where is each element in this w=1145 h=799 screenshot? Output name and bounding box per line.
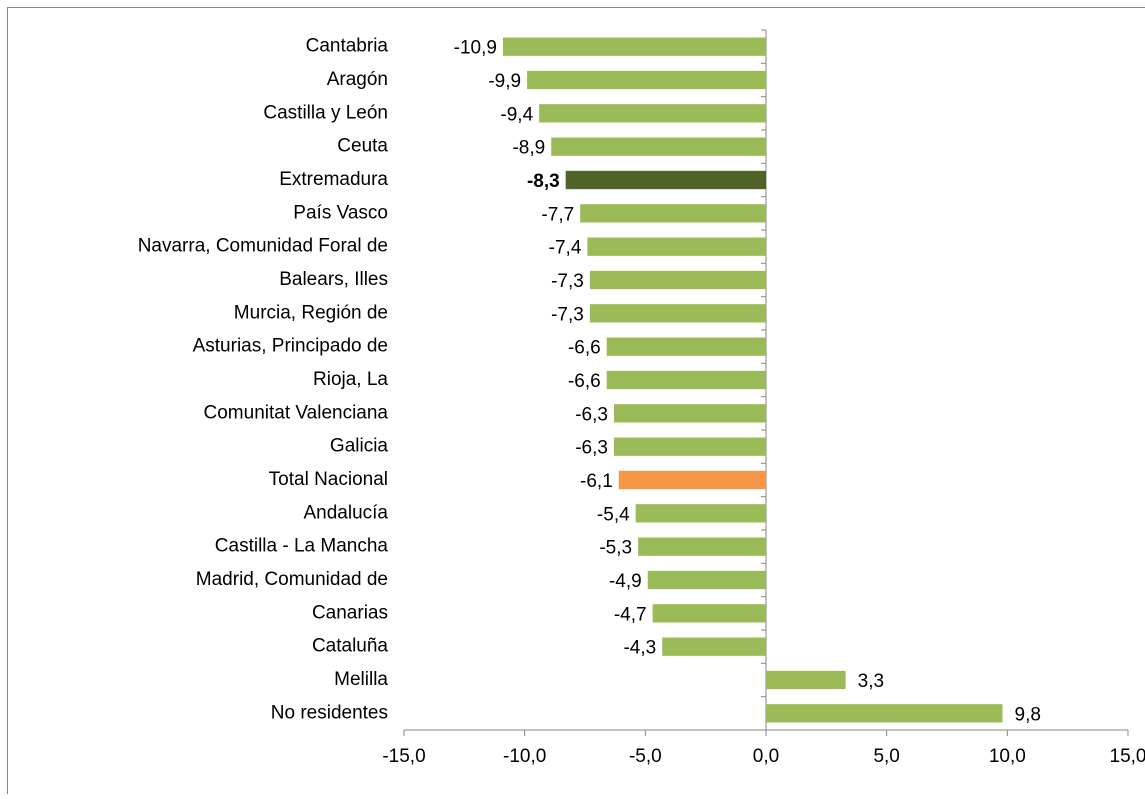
x-tick-label: 10,0 [989, 746, 1026, 767]
y-tick-label: Andalucía [303, 502, 388, 523]
bar [614, 404, 766, 422]
value-label: -6,6 [568, 338, 601, 359]
y-tick-label: Melilla [334, 669, 388, 690]
value-label: -8,3 [527, 171, 560, 192]
bar [662, 638, 766, 656]
value-label: 9,8 [1015, 704, 1041, 725]
bar [539, 104, 766, 122]
x-tick-label: -10,0 [503, 746, 546, 767]
value-label: -9,9 [488, 71, 521, 92]
value-label: 3,3 [858, 671, 884, 692]
y-tick-label: Cataluña [312, 636, 388, 657]
value-label: -6,1 [580, 471, 613, 492]
y-tick-label: Canarias [312, 602, 388, 623]
y-tick-label: Extremadura [279, 169, 388, 190]
x-tick-label: 5,0 [873, 746, 899, 767]
y-tick-label: Total Nacional [269, 469, 388, 490]
y-tick-label: Comunitat Valenciana [204, 402, 389, 423]
value-label: -7,4 [549, 238, 582, 259]
bar [648, 571, 766, 589]
y-tick-label: No residentes [271, 702, 388, 723]
value-label: -5,3 [599, 538, 632, 559]
x-tick-label: -5,0 [629, 746, 662, 767]
bar [766, 671, 846, 689]
bar [590, 304, 766, 322]
value-label: -4,9 [609, 571, 642, 592]
value-label: -7,3 [551, 271, 584, 292]
value-label: -6,6 [568, 371, 601, 392]
bar [566, 171, 766, 189]
value-label: -6,3 [575, 404, 608, 425]
y-tick-label: Asturias, Principado de [193, 336, 388, 357]
value-label: -6,3 [575, 438, 608, 459]
y-tick-label: Ceuta [337, 136, 388, 157]
bar [653, 604, 766, 622]
y-tick-label: Galicia [330, 436, 389, 457]
y-tick-label: Madrid, Comunidad de [196, 569, 388, 590]
value-label: -7,3 [551, 304, 584, 325]
y-tick-label: Castilla y León [263, 102, 388, 123]
bar [590, 271, 766, 289]
value-label: -5,4 [597, 504, 630, 525]
value-label: -9,4 [500, 104, 533, 125]
y-tick-label: Rioja, La [313, 369, 388, 390]
chart-border [8, 8, 1145, 795]
bar [619, 471, 766, 489]
bar [607, 371, 766, 389]
value-label: -4,3 [623, 638, 656, 659]
bar [614, 438, 766, 456]
bar [527, 71, 766, 89]
y-tick-label: Murcia, Región de [234, 302, 388, 323]
value-label: -7,7 [541, 204, 574, 225]
value-label: -8,9 [512, 138, 545, 159]
bar [607, 338, 766, 356]
x-tick-label: 0,0 [753, 746, 779, 767]
y-tick-label: Navarra, Comunidad Foral de [138, 236, 388, 257]
bar [636, 504, 766, 522]
bar [580, 204, 766, 222]
bar [766, 704, 1003, 722]
bar [638, 538, 766, 556]
value-label: -4,7 [614, 604, 647, 625]
y-tick-label: Aragón [327, 69, 388, 90]
value-label: -10,9 [454, 38, 497, 59]
x-tick-label: 15,0 [1110, 746, 1145, 767]
y-tick-label: Balears, Illes [279, 269, 388, 290]
bar [587, 238, 766, 256]
x-tick-label: -15,0 [382, 746, 425, 767]
bar [551, 138, 766, 156]
y-tick-label: Castilla - La Mancha [215, 536, 389, 557]
bar [503, 38, 766, 56]
y-tick-label: Cantabria [306, 36, 389, 57]
y-tick-label: País Vasco [293, 202, 388, 223]
